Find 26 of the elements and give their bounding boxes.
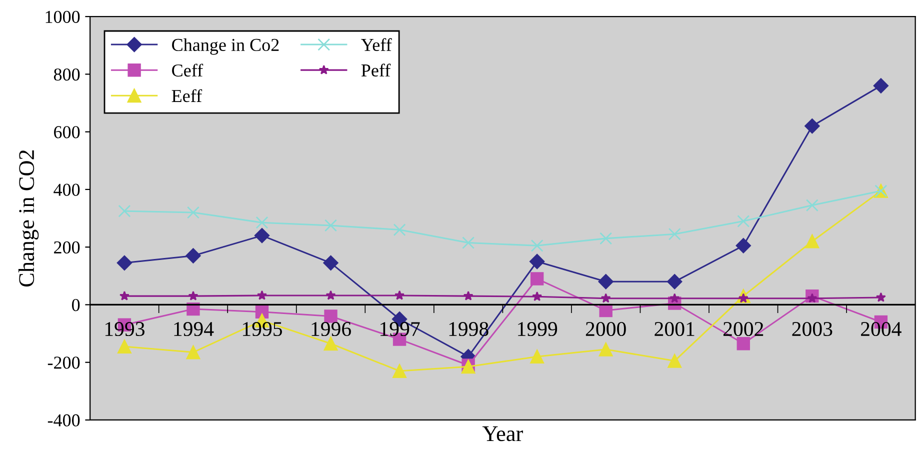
y-tick-label: -400 xyxy=(48,414,80,426)
x-tick-label: 2003 xyxy=(792,322,832,336)
x-tick-label: 1993 xyxy=(105,322,144,336)
x-tick-label: 2002 xyxy=(723,322,764,336)
x-tick-label: 2000 xyxy=(586,322,626,336)
y-tick-label: -200 xyxy=(48,356,80,369)
y-tick-label: 200 xyxy=(54,241,80,254)
y-tick-label: 0 xyxy=(72,298,80,312)
x-tick-label: 1998 xyxy=(449,322,488,336)
legend-label: Change in Co2 xyxy=(172,38,279,55)
x-tick-label: 1999 xyxy=(518,322,558,336)
x-tick-label: 2004 xyxy=(861,322,902,336)
x-tick-label: 1997 xyxy=(380,322,420,336)
x-axis-title: Year xyxy=(482,426,523,442)
x-tick-label: 2001 xyxy=(654,322,694,336)
y-axis-title: Change in CO2 xyxy=(18,150,39,286)
legend-label: Peff xyxy=(361,64,391,77)
y-tick-label: 1000 xyxy=(46,10,80,23)
x-tick-label: 1994 xyxy=(174,322,214,336)
y-tick-label: 400 xyxy=(54,184,80,196)
x-tick-label: 1996 xyxy=(312,322,351,336)
legend-label: Eeff xyxy=(172,89,202,102)
legend-label: Yeff xyxy=(361,38,392,52)
legend-label: Ceff xyxy=(172,64,204,77)
y-tick-label: 800 xyxy=(54,68,80,81)
y-tick-label: 600 xyxy=(54,126,80,138)
